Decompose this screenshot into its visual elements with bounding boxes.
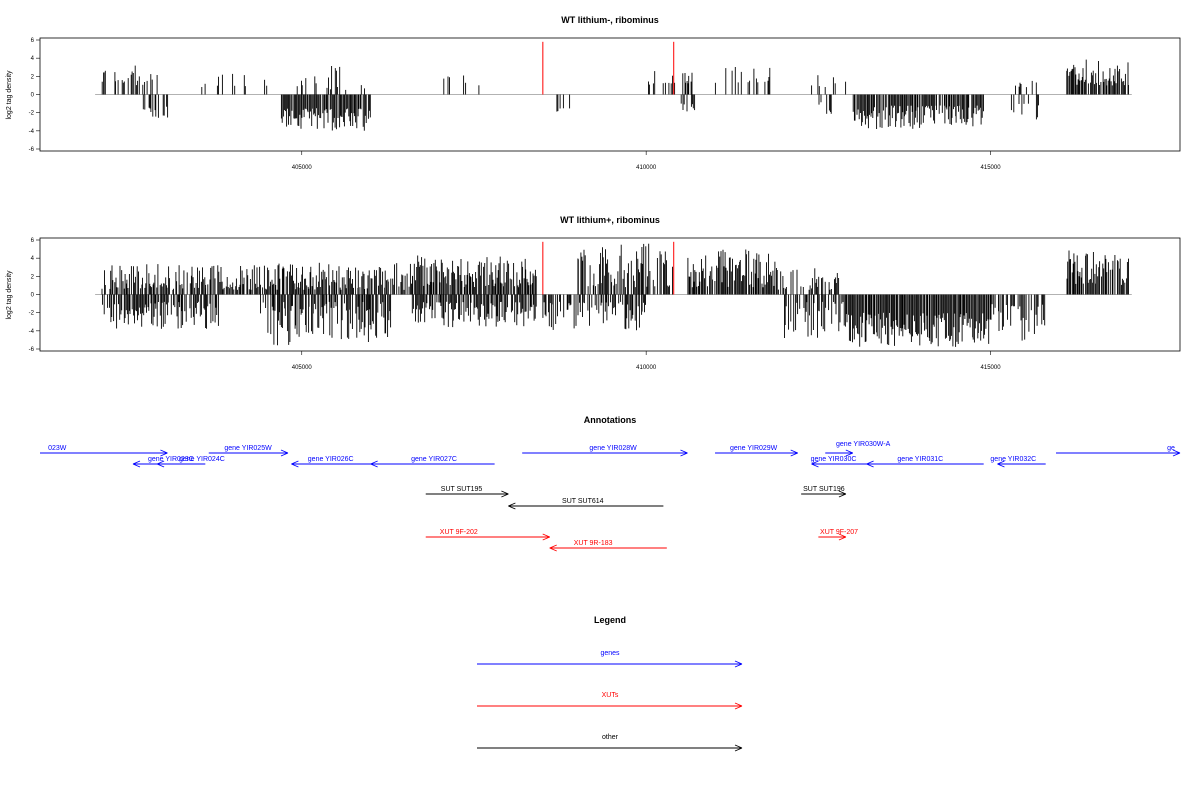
y-axis-label: log2 tag density (6, 70, 13, 120)
sut-arrow (508, 502, 664, 510)
gene-label: gene YIR030W-A (836, 441, 891, 448)
y-tick-label: 2 (31, 74, 35, 80)
x-tick-label: 415000 (981, 165, 1002, 171)
sut-arrow (425, 490, 509, 498)
gene-label: gene YIR026C (308, 456, 354, 463)
y-tick-label: 0 (31, 293, 35, 299)
sut-label: SUT SUT196 (803, 486, 845, 493)
xut-arrow (549, 544, 667, 552)
y-tick-label: -4 (29, 129, 35, 135)
y-tick-label: -4 (29, 329, 35, 335)
gene-label: ge (1167, 445, 1175, 452)
xut-label: XUT 9F-202 (440, 529, 478, 536)
legend-arrow (477, 660, 743, 668)
x-axis: 405000 410000 415000 (292, 351, 1002, 371)
legend-label: other (602, 734, 619, 741)
xut-arrow (425, 533, 550, 541)
gene-label: gene YIR027C (411, 456, 457, 463)
legend-arrow (477, 744, 743, 752)
density-plot-lithium-minus: WT lithium-, ribominus log2 tag density … (6, 15, 1181, 171)
gene-label: gene YIR025W (224, 445, 272, 452)
y-tick-label: 4 (31, 256, 35, 262)
gene-label: gene YIR031C (897, 456, 943, 463)
sut-label: SUT SUT614 (562, 498, 604, 505)
gene-arrow (811, 460, 867, 468)
x-axis: 405000 410000 415000 (292, 151, 1002, 171)
gene-label: gene YIR030C (811, 456, 857, 463)
y-axis-label: log2 tag density (6, 270, 13, 320)
xut-annotations: XUT 9F-202 XUT 9R-183 XUT 9F-207 (425, 529, 858, 552)
gene-label: gene YIR028W (589, 445, 637, 452)
gene-arrow (1056, 449, 1181, 457)
plot-title: WT lithium+, ribominus (560, 215, 660, 225)
y-axis: 6 4 2 0 -2 -4 -6 (29, 238, 40, 353)
legend-arrow (477, 702, 743, 710)
gene-label: gene YIR024C (179, 456, 225, 463)
other-annotations: SUT SUT195 SUT SUT614 SUT SUT196 (425, 486, 847, 510)
xut-arrow (818, 533, 847, 541)
x-tick-label: 410000 (636, 365, 657, 371)
gene-arrow (866, 460, 984, 468)
gene-arrow (715, 449, 798, 457)
y-tick-label: 4 (31, 56, 35, 62)
y-tick-label: 0 (31, 93, 35, 99)
y-tick-label: -2 (29, 311, 35, 317)
gene-arrow (825, 449, 853, 457)
sut-arrow (801, 490, 847, 498)
plot-title: WT lithium-, ribominus (561, 15, 659, 25)
x-tick-label: 410000 (636, 165, 657, 171)
annotations-title: Annotations (584, 415, 637, 425)
gene-arrow (997, 460, 1046, 468)
legend-items: genes XUTs other (477, 650, 743, 752)
y-tick-label: -6 (29, 147, 35, 153)
gene-arrow (40, 449, 168, 457)
gene-label: gene YIR032C (990, 456, 1036, 463)
xut-label: XUT 9R-183 (574, 540, 613, 547)
gene-arrow (370, 460, 495, 468)
legend: Legend genes XUTs other (477, 615, 743, 752)
y-tick-label: 6 (31, 238, 35, 244)
x-tick-label: 415000 (981, 365, 1002, 371)
density-bars (95, 41, 1132, 131)
xut-label: XUT 9F-207 (820, 529, 858, 536)
y-tick-label: -6 (29, 347, 35, 353)
sut-label: SUT SUT195 (441, 486, 483, 493)
y-axis: 6 4 2 0 -2 -4 -6 (29, 38, 40, 153)
gene-arrow (156, 460, 206, 468)
y-tick-label: 2 (31, 274, 35, 280)
x-tick-label: 405000 (292, 165, 313, 171)
legend-label: genes (600, 650, 620, 657)
density-bars (95, 241, 1132, 347)
gene-label: gene YIR023C (148, 456, 194, 463)
x-tick-label: 405000 (292, 365, 313, 371)
y-tick-label: 6 (31, 38, 35, 44)
density-plot-lithium-plus: WT lithium+, ribominus log2 tag density … (6, 215, 1181, 371)
legend-label: XUTs (602, 692, 619, 699)
gene-label: gene YIR029W (730, 445, 778, 452)
y-tick-label: -2 (29, 111, 35, 117)
gene-label: 023W (48, 445, 67, 452)
legend-title: Legend (594, 615, 626, 625)
gene-arrow (522, 449, 688, 457)
gene-arrow (291, 460, 371, 468)
gene-arrow (208, 449, 289, 457)
